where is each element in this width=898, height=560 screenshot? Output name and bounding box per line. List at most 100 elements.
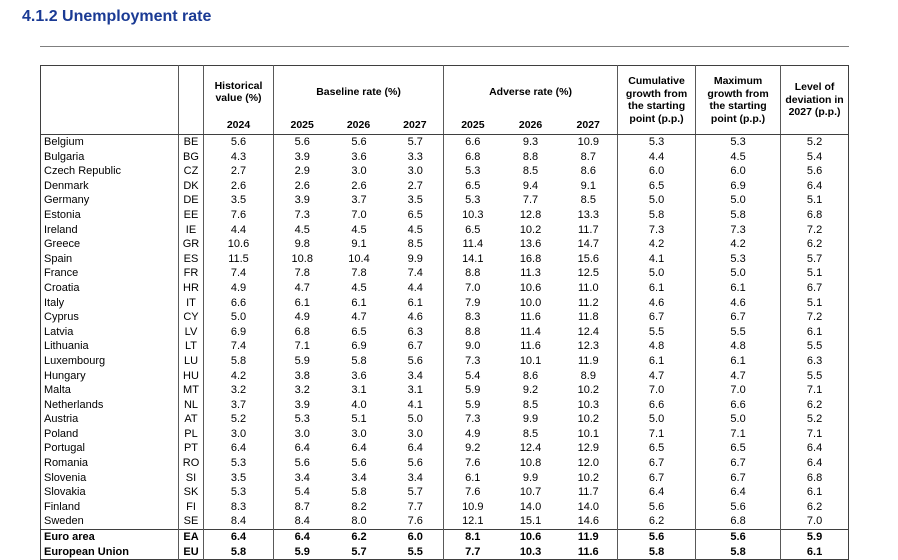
table-row: Lithuania LT 7.4 7.1 6.9 6.7 9.0 11.6 12.3 4.8 4.8…	[41, 339, 849, 354]
value-cell: 5.0	[695, 412, 781, 427]
country-code-cell: BG	[178, 149, 204, 165]
value-cell: 3.5	[407, 194, 423, 207]
value-cell: 9.9	[522, 413, 539, 426]
value-cell: 3.0	[273, 426, 331, 442]
value-cell: 8.4	[273, 514, 331, 530]
value-cell: 10.6	[519, 281, 542, 294]
country-code-cell: HU	[178, 368, 204, 384]
value-cell: 4.5	[351, 223, 367, 236]
value-cell: 6.6	[203, 295, 274, 311]
table-row: Malta MT 3.2 3.2 3.1 3.1 5.9 9.2 10.2 7.0 7.0 7.1	[41, 383, 849, 398]
country-name-cell: Czech Republic	[44, 165, 122, 178]
country-code-cell: NL	[178, 397, 204, 413]
value-cell: 4.4	[407, 281, 423, 294]
header-baseline: Baseline rate (%) 2025 2026 2027	[272, 65, 444, 135]
country-name-cell: Greece	[44, 238, 81, 251]
value-cell: 3.9	[273, 193, 331, 208]
value-cell: 6.1	[695, 353, 781, 369]
value-cell: 12.4	[577, 325, 599, 338]
value-cell: 8.8	[443, 324, 502, 340]
value-cell: 3.6	[351, 150, 367, 163]
value-cell: 5.5	[780, 339, 849, 354]
value-cell: 4.2	[203, 368, 274, 384]
value-cell: 12.1	[443, 514, 502, 530]
value-cell: 10.7	[519, 486, 542, 499]
value-cell: 11.5	[203, 251, 274, 267]
country-code-cell: IE	[178, 222, 204, 238]
table-row: Belgium BE 5.6 5.6 5.6 5.7 6.6 9.3 10.9 5.3 5.3 5.2	[41, 134, 849, 150]
country-code-cell: AT	[178, 412, 204, 427]
value-cell: 6.2	[617, 514, 696, 530]
value-cell: 14.1	[443, 251, 502, 267]
value-cell: 4.9	[443, 426, 502, 442]
table-row: Greece GR 10.6 9.8 9.1 8.5 11.4 13.6 14.7 4.2 4.2 6…	[41, 237, 849, 252]
value-cell: 5.6	[203, 134, 274, 150]
country-code-cell: FI	[178, 499, 204, 515]
value-cell: 2.9	[273, 164, 331, 179]
value-cell: 6.7	[617, 470, 696, 486]
table-row: Poland PL 3.0 3.0 3.0 3.0 4.9 8.5 10.1 7.1 7.1 7.1	[41, 426, 849, 442]
value-cell: 7.2	[780, 222, 849, 238]
value-cell: 3.4	[273, 470, 331, 486]
value-cell: 5.0	[407, 413, 423, 426]
value-cell: 12.9	[577, 442, 599, 455]
header-country-name	[40, 65, 179, 135]
value-cell: 10.9	[577, 136, 599, 148]
value-cell: 5.5	[780, 368, 849, 384]
value-cell: 9.3	[522, 136, 539, 148]
country-name-cell: Italy	[44, 296, 65, 309]
value-cell: 11.7	[577, 223, 599, 236]
value-cell: 2.7	[407, 179, 423, 192]
country-code-cell: LU	[178, 353, 204, 369]
header-maximum-growth: Maximum growth from the starting point (…	[695, 65, 781, 135]
value-cell: 4.6	[407, 311, 423, 324]
value-cell: 3.0	[351, 165, 367, 178]
value-cell: 4.7	[273, 280, 331, 296]
value-cell: 5.6	[407, 354, 423, 367]
value-cell: 10.1	[577, 427, 599, 440]
value-cell: 10.3	[577, 398, 599, 411]
value-cell: 6.8	[780, 207, 849, 223]
value-cell: 8.5	[522, 398, 539, 411]
value-cell: 6.9	[351, 340, 367, 353]
value-cell: 5.7	[407, 486, 423, 499]
value-cell: 7.4	[407, 267, 423, 280]
table-row: Luxembourg LU 5.8 5.9 5.8 5.6 7.3 10.1 11.9 6.1 6.…	[41, 353, 849, 369]
value-cell: 6.1	[780, 324, 849, 340]
value-cell: 11.4	[520, 325, 541, 338]
page-title: 4.1.2 Unemployment rate	[22, 8, 212, 25]
value-cell: 7.3	[443, 412, 502, 427]
value-cell: 6.0	[387, 529, 444, 545]
country-name-cell: Germany	[44, 194, 90, 207]
value-cell: 6.2	[330, 529, 388, 545]
value-cell: 11.4	[443, 237, 502, 252]
value-cell: 16.8	[519, 252, 542, 265]
value-cell: 11.0	[577, 281, 599, 294]
value-cell: 11.9	[577, 354, 599, 367]
value-cell: 5.6	[351, 457, 367, 470]
value-cell: 6.7	[695, 310, 781, 325]
value-cell: 4.5	[273, 222, 331, 238]
value-cell: 3.7	[203, 397, 274, 413]
country-name-cell: Euro area	[40, 529, 179, 545]
value-cell: 13.6	[519, 238, 542, 251]
value-cell: 7.4	[203, 339, 274, 354]
value-cell: 10.2	[577, 471, 599, 484]
table-row: Czech Republic CZ 2.7 2.9 3.0 3.0 5.3 8.5 8.6 6.0…	[41, 164, 849, 179]
value-cell: 5.9	[780, 529, 849, 545]
table-row: Hungary HU 4.2 3.8 3.6 3.4 5.4 8.6 8.9 4.7 4.7 5.5	[41, 368, 849, 384]
value-cell: 5.5	[407, 545, 423, 558]
country-name-cell: Netherlands	[44, 398, 104, 411]
value-cell: 5.6	[407, 457, 423, 470]
value-cell: 4.6	[695, 295, 781, 311]
table-row: Slovakia SK 5.3 5.4 5.8 5.7 7.6 10.7 11.7 6.4 6.4 6…	[41, 485, 849, 500]
value-cell: 5.4	[780, 149, 849, 165]
table-row: Italy IT 6.6 6.1 6.1 6.1 7.9 10.0 11.2 4.6 4.6 5.1	[41, 295, 849, 311]
value-cell: 3.8	[273, 368, 331, 384]
value-cell: 7.4	[203, 266, 274, 281]
country-name-cell: Slovakia	[44, 486, 86, 499]
country-code-cell: EA	[178, 529, 204, 545]
value-cell: 7.7	[407, 500, 423, 513]
value-cell: 12.3	[577, 340, 599, 353]
value-cell: 4.1	[617, 251, 696, 267]
